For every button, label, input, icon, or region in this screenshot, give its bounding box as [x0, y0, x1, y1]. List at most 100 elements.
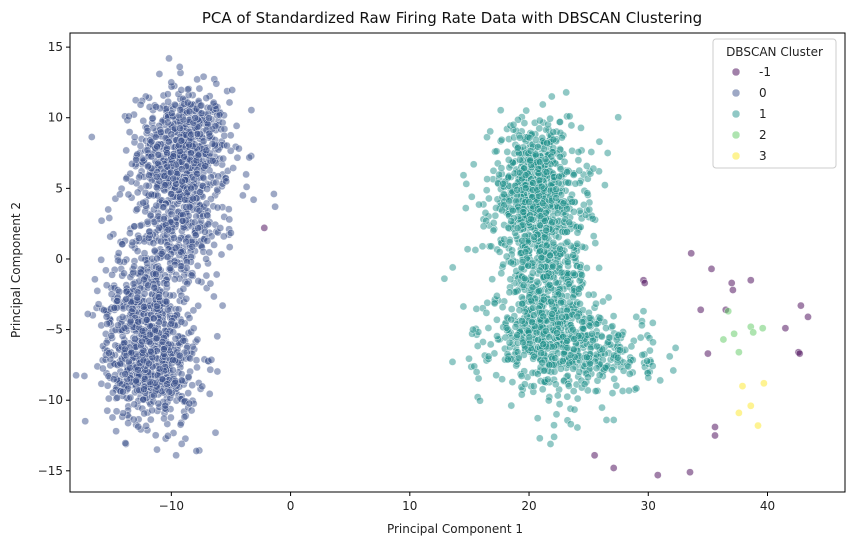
data-point-cluster-0	[208, 140, 217, 148]
data-point-cluster-0	[144, 359, 153, 368]
data-point-cluster-0	[242, 183, 251, 191]
data-point-cluster-1	[625, 386, 633, 395]
data-point-cluster-1	[632, 384, 641, 393]
data-point-cluster-0	[91, 275, 99, 284]
data-point-cluster-0	[177, 262, 185, 271]
data-point-cluster-1	[559, 199, 568, 208]
data-point-cluster-0	[133, 188, 142, 197]
data-point-cluster-1	[585, 359, 594, 368]
data-point-cluster-1	[562, 88, 571, 97]
data-point-cluster-1	[475, 200, 483, 209]
data-point-cluster-1	[537, 253, 546, 262]
data-point-cluster-0	[181, 195, 189, 204]
data-point-cluster-0	[226, 131, 235, 140]
data-point-cluster-1	[517, 390, 526, 399]
data-point-cluster-0	[147, 152, 156, 161]
data-point-cluster-0	[133, 293, 142, 302]
data-point-cluster-1	[563, 168, 571, 176]
data-point-cluster-0	[210, 292, 218, 301]
data-point-cluster-0	[131, 335, 139, 343]
data-point-cluster-0	[129, 279, 138, 288]
data-point-cluster-0	[208, 156, 217, 165]
data-point-cluster-0	[72, 371, 80, 380]
data-point-cluster-1	[563, 227, 571, 236]
data-point-cluster-0	[242, 170, 250, 179]
data-point-cluster-1	[555, 172, 563, 181]
data-point-cluster-0	[160, 172, 169, 180]
data-point-cluster-0	[199, 72, 208, 81]
data-point-cluster-0	[170, 234, 178, 242]
data-point-cluster-1	[569, 171, 578, 179]
data-point-cluster-0	[199, 173, 208, 182]
data-point-cluster-1	[638, 351, 647, 359]
data-point-cluster-1	[493, 292, 501, 300]
data-point-cluster-0	[170, 275, 179, 284]
data-point-cluster-0	[118, 240, 127, 248]
legend-entry-label: 2	[759, 128, 767, 142]
data-point-cluster-0	[159, 203, 167, 212]
data-point-cluster-0	[153, 254, 161, 263]
data-point-cluster-1	[592, 299, 600, 308]
data-point-cluster-0	[187, 130, 196, 139]
data-point-cluster-1	[538, 358, 547, 367]
data-point-cluster-0	[197, 101, 206, 110]
data-point-cluster-noise	[590, 451, 599, 460]
data-point-cluster-0	[122, 146, 131, 155]
data-point-cluster-1	[498, 375, 506, 384]
data-point-cluster-0	[211, 428, 220, 437]
data-point-cluster-1	[499, 179, 507, 188]
data-point-cluster-1	[574, 285, 583, 294]
data-point-cluster-1	[484, 352, 493, 361]
data-point-cluster-1	[627, 342, 636, 351]
data-point-cluster-0	[133, 365, 142, 374]
data-point-cluster-0	[114, 321, 122, 330]
data-point-cluster-0	[193, 169, 201, 178]
data-point-cluster-1	[550, 433, 558, 441]
data-point-cluster-1	[534, 143, 542, 151]
data-point-cluster-0	[99, 364, 107, 373]
data-point-cluster-0	[209, 98, 218, 107]
data-point-cluster-1	[638, 321, 646, 330]
data-point-cluster-0	[271, 202, 279, 211]
data-point-cluster-0	[176, 247, 185, 256]
data-point-cluster-1	[595, 137, 604, 146]
data-point-cluster-1	[564, 178, 572, 187]
data-point-cluster-2	[719, 335, 728, 344]
data-point-cluster-1	[459, 171, 468, 180]
data-point-cluster-0	[142, 181, 151, 190]
data-point-cluster-0	[138, 337, 147, 346]
data-point-cluster-2	[724, 307, 733, 316]
data-point-cluster-0	[136, 142, 145, 150]
data-point-cluster-1	[507, 315, 516, 324]
data-point-cluster-1	[507, 258, 515, 267]
legend-title: DBSCAN Cluster	[726, 45, 823, 59]
data-point-cluster-0	[182, 237, 190, 246]
data-point-cluster-1	[519, 208, 527, 216]
data-point-cluster-0	[192, 447, 201, 455]
data-point-cluster-1	[514, 354, 523, 363]
data-point-cluster-1	[575, 368, 584, 376]
data-point-cluster-0	[121, 439, 130, 447]
legend-entry-label: 0	[759, 86, 767, 100]
y-tick-label: 10	[48, 111, 63, 125]
data-point-cluster-1	[535, 434, 544, 443]
data-point-cluster-0	[216, 224, 225, 232]
data-point-cluster-0	[129, 415, 138, 424]
data-point-cluster-0	[163, 149, 172, 157]
data-point-cluster-0	[167, 109, 176, 118]
data-point-cluster-0	[144, 162, 152, 171]
data-point-cluster-1	[548, 310, 556, 318]
data-point-cluster-1	[539, 295, 548, 304]
data-point-cluster-1	[517, 372, 526, 380]
data-point-cluster-1	[448, 358, 457, 366]
data-point-cluster-1	[547, 297, 555, 306]
data-point-cluster-0	[219, 232, 228, 241]
data-point-cluster-0	[188, 242, 197, 251]
data-point-cluster-1	[573, 228, 582, 237]
data-point-cluster-0	[153, 445, 161, 454]
data-point-cluster-0	[164, 138, 173, 146]
data-point-cluster-1	[505, 338, 514, 347]
data-point-cluster-0	[125, 128, 134, 136]
data-point-cluster-0	[105, 214, 114, 222]
data-point-cluster-3	[746, 401, 755, 410]
